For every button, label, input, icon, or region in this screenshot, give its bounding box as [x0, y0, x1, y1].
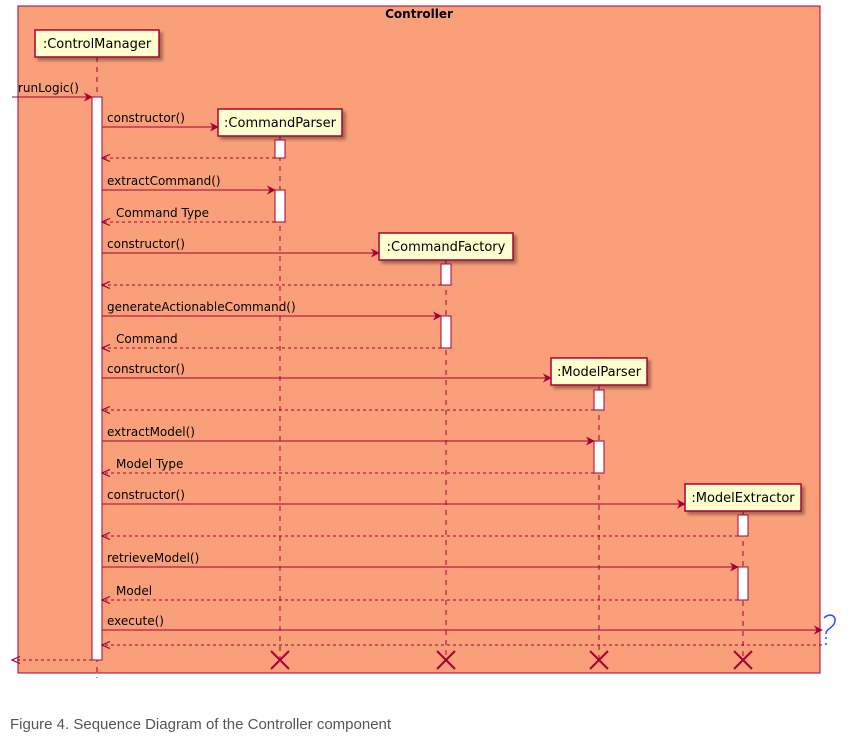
destroy-marker-cp [270, 650, 290, 670]
message-8: Command [102, 332, 441, 348]
participants: :ControlManager :CommandParser :CommandFac… [34, 29, 802, 512]
frame-title: Controller [385, 7, 453, 21]
message-3: extractCommand() [102, 174, 276, 195]
participant-box-me [684, 483, 802, 512]
figure-caption: Figure 4. Sequence Diagram of the Contro… [10, 716, 392, 733]
message-7: generateActionableCommand() [102, 300, 442, 321]
activation-bar [274, 139, 286, 159]
message-label: Model Type [116, 457, 183, 471]
participant-box-cp [217, 108, 343, 137]
activation-bar [91, 96, 103, 661]
participant-label-cp: :CommandParser [224, 116, 337, 131]
activation-bar [440, 263, 452, 286]
activation-bar [737, 514, 749, 537]
activation-bar [274, 189, 286, 223]
message-9: constructor() [102, 362, 552, 383]
participant-cm: :ControlManager [34, 29, 160, 58]
participant-label-mp: :ModelParser [557, 365, 642, 380]
destroy-marker-mp [589, 650, 609, 670]
message-15: retrieveModel() [102, 551, 739, 572]
lost-message-icon [823, 614, 836, 645]
messages: runLogic() constructor() extractCommand() C… [12, 81, 823, 660]
controller-frame [17, 5, 821, 674]
message-13: constructor() [102, 488, 686, 509]
message-label: Command [116, 332, 178, 346]
message-11: extractModel() [102, 425, 595, 446]
message-5: constructor() [102, 237, 380, 258]
participant-box-cm [34, 29, 160, 58]
message-label: retrieveModel() [107, 551, 199, 565]
message-label: extractModel() [107, 425, 195, 439]
message-label: extractCommand() [107, 174, 221, 188]
participant-me: :ModelExtractor [684, 483, 802, 512]
participant-label-cm: :ControlManager [43, 37, 152, 52]
activation-bar [593, 389, 605, 411]
message-label: constructor() [107, 488, 185, 502]
destroy-marker-me [733, 650, 753, 670]
participant-label-me: :ModelExtractor [691, 491, 795, 506]
message-label: Model [116, 584, 152, 598]
message-label: runLogic() [18, 81, 79, 95]
destroy-markers [270, 650, 753, 670]
message-0: runLogic() [12, 81, 93, 102]
message-label: execute() [107, 614, 164, 628]
message-12: Model Type [102, 457, 594, 473]
activation-bar [593, 440, 605, 474]
message-16: Model [102, 584, 738, 600]
participant-mp: :ModelParser [550, 357, 648, 386]
participant-cp: :CommandParser [217, 108, 343, 137]
message-label: generateActionableCommand() [107, 300, 296, 314]
activation-bar [737, 566, 749, 601]
participant-label-cf: :CommandFactory [387, 240, 506, 255]
message-17: execute() [102, 614, 823, 635]
participant-cf: :CommandFactory [378, 232, 514, 261]
destroy-marker-cf [436, 650, 456, 670]
message-label: constructor() [107, 111, 185, 125]
message-label: Command Type [116, 206, 209, 220]
activation-bar [440, 315, 452, 349]
sequence-diagram: Controller :ControlManager :CommandParser… [0, 5, 836, 678]
message-label: constructor() [107, 237, 185, 251]
participant-box-mp [550, 357, 648, 386]
message-label: constructor() [107, 362, 185, 376]
participant-box-cf [378, 232, 514, 261]
message-1: constructor() [102, 111, 219, 132]
message-4: Command Type [102, 206, 275, 222]
